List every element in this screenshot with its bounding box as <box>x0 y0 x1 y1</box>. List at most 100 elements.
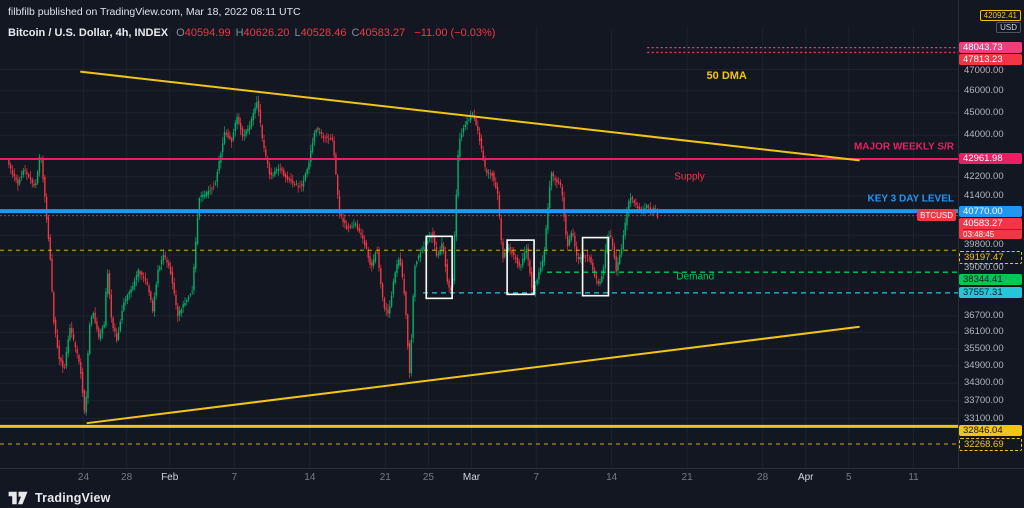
candle <box>256 102 258 108</box>
candlestick-plot[interactable] <box>0 28 958 468</box>
candle <box>629 197 632 203</box>
candle <box>283 170 285 176</box>
price-level-label[interactable]: 39197.47 <box>959 250 1022 264</box>
candle <box>238 117 240 124</box>
price-level-label[interactable]: 37557.31 <box>959 287 1022 299</box>
candle <box>333 140 335 156</box>
candle <box>139 271 141 275</box>
candle <box>218 161 220 171</box>
ascending-trendline[interactable] <box>86 325 860 425</box>
candle <box>315 129 317 133</box>
price-level-label[interactable]: 48043.73 <box>959 42 1022 54</box>
candle <box>421 248 423 252</box>
price-level-label[interactable]: 42961.98 <box>959 153 1022 165</box>
candle <box>405 291 407 316</box>
candle <box>599 281 601 284</box>
candle <box>119 321 121 331</box>
candle <box>487 172 490 174</box>
candle <box>572 233 574 236</box>
candle <box>227 132 229 138</box>
time-axis-label: 11 <box>908 472 919 483</box>
price-axis-tick: 41400.00 <box>964 189 1004 201</box>
candle <box>326 136 328 138</box>
candle <box>211 188 213 190</box>
candle <box>92 313 95 318</box>
ohlc-low: L40528.46 <box>294 27 347 39</box>
current-price-label[interactable]: 40583.27 03:48:45 <box>959 217 1022 239</box>
candle <box>507 248 510 251</box>
candle <box>229 135 231 139</box>
symbol-header: Bitcoin / U.S. Dollar, 4h, INDEX O40594.… <box>8 27 495 39</box>
candle <box>308 162 310 170</box>
price-level-label[interactable]: 32846.04 <box>959 424 1022 436</box>
candle <box>311 142 314 152</box>
candle <box>475 118 477 126</box>
candle <box>153 296 156 312</box>
price-level-label[interactable]: 32268.69 <box>959 438 1022 452</box>
candle <box>523 252 526 261</box>
candle <box>275 169 278 171</box>
candle <box>236 117 238 125</box>
candle <box>387 309 389 314</box>
candle <box>590 256 592 264</box>
candle <box>644 208 646 210</box>
candle <box>74 342 77 348</box>
candle <box>171 271 174 284</box>
candle <box>633 200 635 203</box>
candle <box>502 241 504 259</box>
candle <box>182 304 184 308</box>
candle <box>31 179 33 184</box>
candle <box>297 185 299 187</box>
price-axis[interactable]: 48043.73 47813.23 47000.00 46000.00 45000.00… <box>958 28 1024 468</box>
highlight-box[interactable] <box>581 236 610 297</box>
descending-trendline[interactable] <box>80 70 860 162</box>
candle <box>559 182 562 186</box>
candle <box>545 228 547 251</box>
price-level-label[interactable]: 40770.00 <box>959 205 1022 217</box>
highlight-box[interactable] <box>425 235 453 300</box>
candle <box>239 122 242 130</box>
price-axis-tick: 36100.00 <box>964 326 1004 338</box>
candle <box>17 179 19 185</box>
candle <box>135 275 138 280</box>
candle <box>329 137 332 139</box>
candle <box>575 246 578 256</box>
time-axis[interactable]: 24 28 Feb 7 14 21 25 Mar 7 14 21 28 Apr 5 11 <box>0 469 958 488</box>
candle <box>592 262 594 271</box>
candle <box>63 366 66 368</box>
candle <box>543 250 546 262</box>
candle <box>259 109 262 124</box>
candle <box>622 234 625 250</box>
candle <box>58 345 60 360</box>
price-level-label[interactable]: 47813.23 <box>959 54 1022 66</box>
candle <box>552 172 554 177</box>
tradingview-logo[interactable]: TradingView <box>8 489 111 507</box>
candle <box>469 115 472 121</box>
time-axis-label: Apr <box>797 472 814 483</box>
candle <box>320 132 323 135</box>
candle <box>631 197 634 200</box>
candle <box>561 186 563 196</box>
candle <box>574 235 576 247</box>
candle <box>128 291 130 295</box>
candle <box>281 168 283 171</box>
candle <box>336 175 339 196</box>
candle <box>214 183 217 185</box>
candle <box>482 150 484 159</box>
time-axis-label: 7 <box>533 472 539 483</box>
candle <box>579 256 581 260</box>
price-scale-controls: 42092.41 USD <box>979 10 1021 34</box>
candle <box>38 156 41 173</box>
candle <box>284 174 287 178</box>
price-level-label[interactable]: 38344.41 <box>959 273 1022 285</box>
price-scale-top-label: 42092.41 <box>979 10 1021 21</box>
symbol-title[interactable]: Bitcoin / U.S. Dollar, 4h, INDEX <box>8 27 169 39</box>
candle <box>241 128 244 137</box>
candle <box>354 223 357 225</box>
candle <box>150 291 152 301</box>
candle <box>261 125 263 139</box>
highlight-box[interactable] <box>506 239 535 296</box>
currency-button[interactable]: USD <box>996 22 1021 33</box>
candle <box>407 314 409 347</box>
